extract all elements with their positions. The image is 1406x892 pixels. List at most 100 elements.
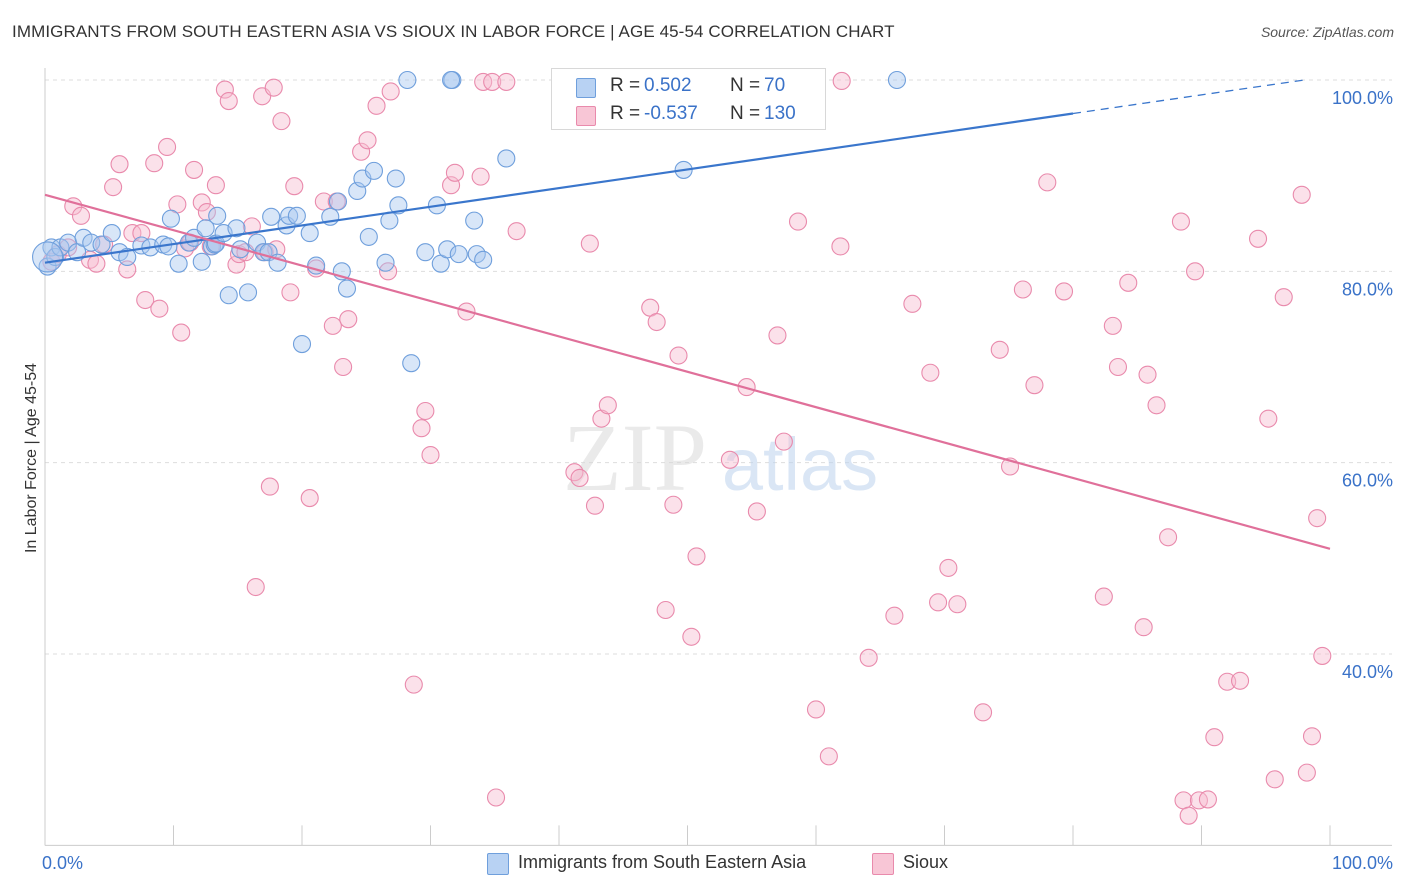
sioux-point xyxy=(158,137,177,157)
sioux-point xyxy=(285,177,304,196)
sioux-point xyxy=(687,547,706,566)
sea-point xyxy=(474,250,493,269)
sioux-point xyxy=(669,346,688,365)
sioux-point xyxy=(768,326,787,345)
sioux-point xyxy=(497,72,516,91)
sioux-point xyxy=(272,112,291,131)
sioux-point xyxy=(215,80,234,99)
sioux-point xyxy=(747,502,766,521)
sioux-point xyxy=(150,299,169,318)
sioux-point xyxy=(471,167,490,186)
sioux-point xyxy=(281,283,300,302)
sea-point xyxy=(442,70,461,90)
legend-n-value: 130 xyxy=(764,103,796,124)
sea-point xyxy=(262,207,281,226)
sioux-point xyxy=(87,254,106,273)
sioux-point xyxy=(1218,672,1237,691)
x-tick-label-end: 100.0% xyxy=(1332,853,1393,873)
bottom-legend-pink-swatch xyxy=(872,853,894,875)
sioux-point xyxy=(412,419,431,438)
legend-row-pink: R = -0.537 N = 130 xyxy=(552,101,825,129)
tick-labels: 40.0% 60.0% 80.0% 100.0% 0.0% 100.0% xyxy=(42,88,1393,873)
sea-point xyxy=(292,334,312,354)
legend-row-blue: R = 0.502 N = 70 xyxy=(552,73,825,101)
sea-point xyxy=(287,206,306,225)
sioux-point xyxy=(1094,587,1113,606)
sea-point xyxy=(92,235,111,254)
sioux-point xyxy=(585,496,605,515)
sioux-point xyxy=(939,558,958,577)
sioux-point xyxy=(1103,316,1122,335)
sioux-point xyxy=(1302,727,1322,746)
sioux-point xyxy=(172,323,191,342)
sea-point xyxy=(161,209,180,228)
sioux-point xyxy=(1186,262,1205,281)
sioux-point xyxy=(831,237,850,256)
sioux-point xyxy=(242,217,261,236)
sioux-point xyxy=(1171,212,1190,231)
y-tick-label: 100.0% xyxy=(1332,88,1393,108)
sea-trend-line xyxy=(44,112,1074,264)
sioux-point xyxy=(664,495,683,514)
sioux-point xyxy=(358,131,377,150)
sioux-point xyxy=(445,163,464,182)
sea-point xyxy=(196,219,215,238)
sioux-point xyxy=(334,357,353,377)
sioux-point xyxy=(832,71,851,91)
sioux-point xyxy=(819,747,838,766)
sea-point xyxy=(438,240,457,259)
sioux-point xyxy=(806,700,826,719)
sioux-point xyxy=(206,176,225,195)
sioux-point xyxy=(1134,618,1153,637)
source-label: Source: ZipAtlas.com xyxy=(1260,24,1394,40)
sioux-point xyxy=(1205,728,1224,747)
sioux-point xyxy=(185,160,204,179)
sioux-point xyxy=(339,310,358,329)
watermark-atlas: atlas xyxy=(722,423,878,506)
legend-n-label: N = xyxy=(730,103,761,124)
sioux-point xyxy=(264,78,283,97)
sioux-point xyxy=(929,593,948,612)
y-tick-label: 40.0% xyxy=(1342,662,1393,682)
sioux-point xyxy=(404,675,423,694)
legend-r-label: R = xyxy=(610,75,641,96)
sioux-point xyxy=(1038,173,1057,192)
sioux-point xyxy=(1231,671,1250,690)
sioux-point xyxy=(104,178,123,197)
sioux-trend-line xyxy=(44,193,1331,550)
sioux-point xyxy=(314,192,333,211)
sioux-point xyxy=(859,648,878,667)
sea-point xyxy=(169,254,188,273)
sea-point xyxy=(497,149,516,168)
sea-point xyxy=(219,286,238,305)
sioux-point xyxy=(647,312,666,332)
legend-n-value: 70 xyxy=(764,75,786,96)
sioux-point xyxy=(885,606,904,625)
sioux-point xyxy=(219,91,238,111)
sioux-point xyxy=(260,477,279,496)
sioux-point xyxy=(1313,646,1332,665)
sea-point xyxy=(102,224,121,243)
sioux-point xyxy=(1297,763,1316,782)
sioux-point xyxy=(1308,509,1327,528)
sea-point xyxy=(386,169,405,188)
sea-point xyxy=(402,354,421,373)
sioux-point xyxy=(367,96,386,115)
sea-point xyxy=(337,279,357,298)
sea-point xyxy=(238,283,258,302)
bottom-legend-series1: Immigrants from South Eastern Asia xyxy=(518,852,807,872)
y-tick-label: 60.0% xyxy=(1342,471,1393,491)
sioux-point xyxy=(227,255,246,274)
axes xyxy=(44,68,1392,846)
watermark-zip: ZIP xyxy=(563,404,707,511)
sioux-point xyxy=(323,316,342,335)
sea-point xyxy=(364,161,384,180)
sioux-point xyxy=(1159,528,1178,547)
sioux-point xyxy=(71,206,91,225)
sea-trend-extension xyxy=(1072,79,1305,115)
sea-point xyxy=(398,70,417,90)
sioux-point xyxy=(381,82,400,101)
sioux-point xyxy=(486,788,506,807)
sea-point xyxy=(328,192,348,211)
